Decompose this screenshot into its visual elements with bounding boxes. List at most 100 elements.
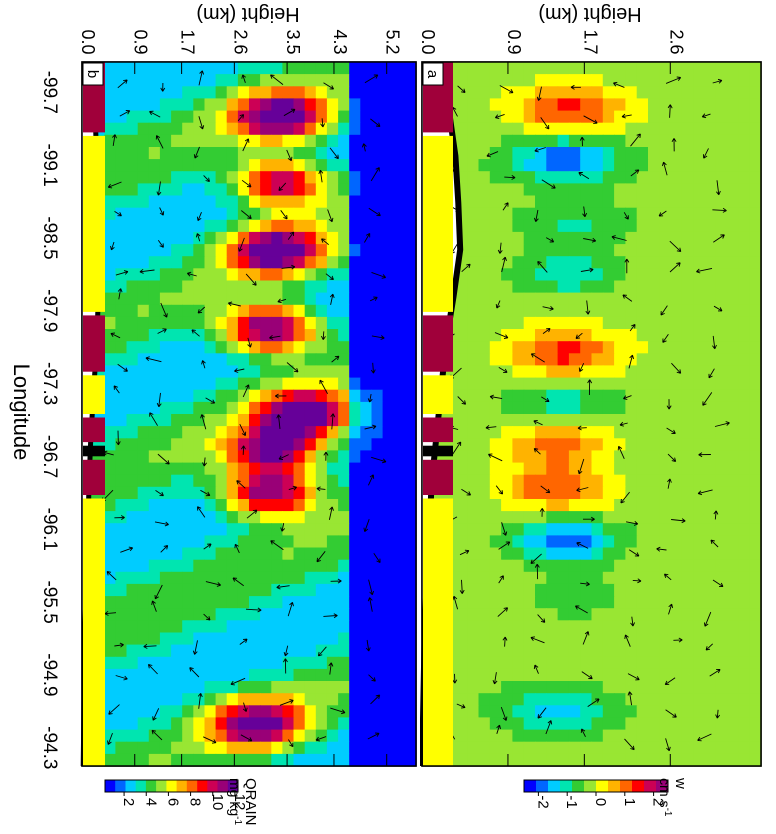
heatmap-cell [193,499,205,512]
heatmap-cell [104,705,116,718]
heatmap-cell [580,571,593,585]
wind-vector [156,181,162,196]
heatmap-cell [738,438,751,451]
heatmap-cell [478,511,491,524]
heatmap-cell [371,159,384,172]
heatmap-cell [591,450,604,464]
heatmap-cell [404,304,417,318]
heatmap-cell [636,656,649,670]
heatmap-cell [293,426,306,439]
heatmap-cell [614,414,626,427]
heatmap-cell [171,401,183,415]
heatmap-cell [115,292,128,306]
heatmap-cell [315,244,328,257]
heatmap-cell [591,74,604,87]
heatmap-cell [568,620,581,633]
heatmap-cell [614,426,626,439]
heatmap-cell [137,511,150,524]
heatmap-cell [349,122,361,136]
heatmap-cell [557,219,570,233]
heatmap-cell [704,414,717,427]
heatmap-cell [204,596,217,609]
heatmap-cell [580,134,593,148]
heatmap-cell [338,365,350,379]
heatmap-cell [489,329,502,342]
heatmap-cell [382,693,395,706]
heatmap-cell [338,244,350,257]
heatmap-cell [393,401,406,415]
heatmap-cell [467,450,480,464]
heatmap-cell [193,620,205,633]
heatmap-cell [204,705,217,718]
heatmap-cell [137,753,150,767]
heatmap-cell [360,74,372,87]
heatmap-cell [360,292,372,306]
heatmap-cell [226,183,239,197]
heatmap-cell [535,377,547,391]
heatmap-cell [404,729,417,743]
wind-vector [197,693,203,709]
heatmap-cell [614,365,626,379]
wind-vector [530,353,545,363]
heatmap-cell [535,668,547,682]
heatmap-cell [237,632,250,646]
heatmap-cell [501,632,513,646]
heatmap-cell [467,292,480,306]
heatmap-cell [580,450,593,464]
heatmap-cell [557,414,570,427]
heatmap-cell [704,571,717,585]
heatmap-cell [625,122,638,136]
heatmap-cell [137,644,150,658]
heatmap-cell [159,62,172,75]
heatmap-cell [568,341,581,354]
heatmap-cell [614,98,626,112]
heatmap-cell [137,183,150,197]
heatmap-cell [546,753,559,767]
heatmap-cell [115,486,128,500]
heatmap-cell [204,571,217,585]
heatmap-cell [126,693,139,706]
heatmap-cell [625,693,638,706]
heatmap-cell [304,244,317,257]
heatmap-cell [360,86,372,99]
heatmap-cell [738,62,751,75]
heatmap-cell [580,693,593,706]
heatmap-cell [693,365,706,379]
heatmap-cell [523,353,536,366]
heatmap-cell [455,207,468,221]
heatmap-cell [115,438,128,451]
heatmap-cell [659,681,672,694]
heatmap-cell [260,450,272,464]
heatmap-cell [715,596,728,609]
heatmap-cell [249,195,261,209]
heatmap-cell [159,583,172,597]
heatmap-cell [315,147,328,160]
heatmap-cell [670,535,683,549]
heatmap-cell [501,110,513,124]
heatmap-cell [326,207,339,221]
heatmap-cell [215,329,228,342]
heatmap-cell [568,159,581,172]
heatmap-cell [126,268,139,281]
heatmap-cell [659,195,672,209]
heatmap-cell [338,231,350,245]
heatmap-cell [226,596,239,609]
colorbar-swatch [632,780,645,792]
colorbar-swatch [656,780,669,792]
heatmap-cell [349,741,361,755]
heatmap-cell [489,681,502,694]
heatmap-cell [625,681,638,694]
heatmap-cell [727,571,739,585]
heatmap-cell [126,499,139,512]
heatmap-cell [360,304,372,318]
heatmap-cell [625,523,638,536]
heatmap-cell [602,110,615,124]
heatmap-cell [282,231,295,245]
heatmap-cell [282,159,295,172]
heatmap-cell [591,414,604,427]
heatmap-cell [338,608,350,621]
wind-vector [370,167,380,182]
heatmap-cell [693,450,706,464]
heatmap-cell [681,401,694,415]
wind-vector [327,209,334,223]
